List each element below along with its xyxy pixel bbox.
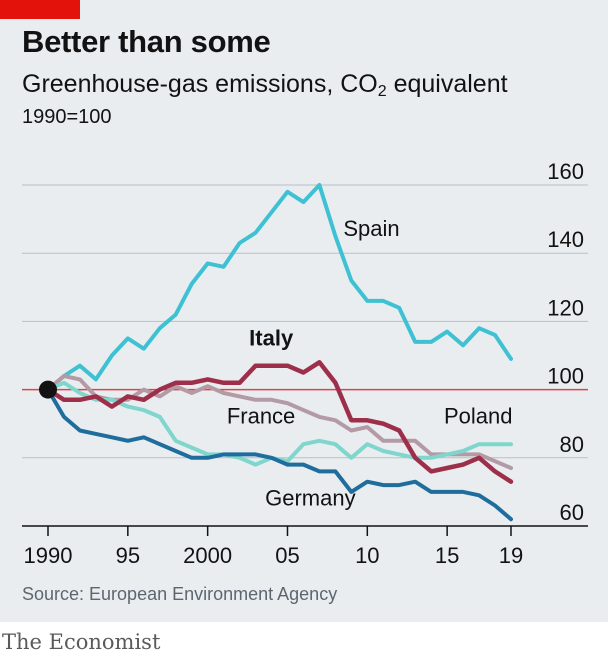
y-tick-label-160: 160 bbox=[547, 159, 584, 184]
chart-title: Better than some bbox=[22, 24, 271, 59]
subtitle-main: Greenhouse-gas emissions, CO bbox=[22, 70, 378, 98]
y-tick-label-60: 60 bbox=[560, 500, 584, 525]
x-tick-label-2015: 15 bbox=[435, 543, 459, 568]
subtitle-subscript: 2 bbox=[377, 83, 387, 100]
series-layer bbox=[39, 183, 514, 522]
y-tick-label-120: 120 bbox=[547, 295, 584, 320]
x-tick-label-1990: 1990 bbox=[24, 543, 73, 568]
source-note: Source: European Environment Agency bbox=[22, 584, 338, 604]
series-label-layer: Spain Italy France Poland Germany bbox=[227, 216, 513, 510]
y-tick-label-80: 80 bbox=[560, 432, 584, 457]
chart-subtitle: Greenhouse-gas emissions, CO2 equivalent bbox=[22, 70, 508, 101]
series-label-france: France bbox=[227, 404, 295, 429]
publisher-wordmark: The Economist bbox=[2, 630, 161, 654]
y-tick-label-100: 100 bbox=[547, 364, 584, 389]
series-label-italy: Italy bbox=[249, 325, 294, 350]
line-chart: 60 80 100 120 140 160 1990 95 2000 05 10 15 19 Spain… bbox=[22, 159, 588, 568]
x-tick-label-2019: 19 bbox=[499, 543, 523, 568]
subtitle-tail: equivalent bbox=[386, 70, 508, 98]
x-tick-label-2010: 10 bbox=[355, 543, 379, 568]
x-tick-label-2000: 2000 bbox=[183, 543, 232, 568]
series-label-poland: Poland bbox=[444, 404, 513, 429]
axis-layer: 60 80 100 120 140 160 1990 95 2000 05 10 15 19 bbox=[24, 159, 584, 568]
series-label-spain: Spain bbox=[343, 216, 399, 241]
grid-layer bbox=[22, 184, 588, 527]
series-line-germany bbox=[46, 387, 513, 522]
x-tick-label-1995: 95 bbox=[116, 543, 140, 568]
chart-panel bbox=[0, 0, 608, 622]
series-line-spain bbox=[46, 183, 513, 392]
chart-unit-label: 1990=100 bbox=[22, 106, 112, 128]
series-label-germany: Germany bbox=[265, 486, 355, 511]
footer-bar: The Economist bbox=[0, 622, 608, 662]
brand-red-tag bbox=[0, 0, 80, 19]
y-tick-label-140: 140 bbox=[547, 227, 584, 252]
origin-dot-1990 bbox=[39, 380, 57, 399]
series-line-italy bbox=[45, 360, 514, 484]
x-tick-label-2005: 05 bbox=[275, 543, 299, 568]
